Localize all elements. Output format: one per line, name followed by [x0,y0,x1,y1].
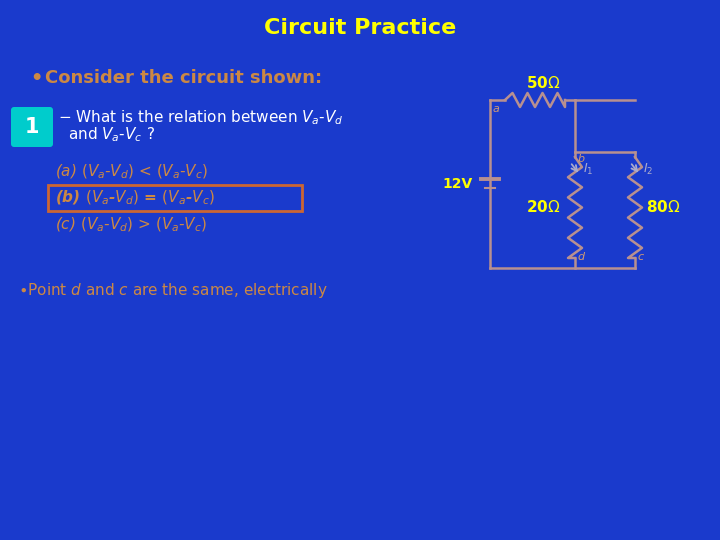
Text: (a) $(V_a$-$V_d)$ < $(V_a$-$V_c)$: (a) $(V_a$-$V_d)$ < $(V_a$-$V_c)$ [55,163,208,181]
Text: $I_2$: $I_2$ [643,161,653,177]
Text: $-$ What is the relation between $V_a$-$V_d$: $-$ What is the relation between $V_a$-$… [58,109,343,127]
Text: •: • [30,69,42,87]
Text: and $V_a$-$V_c$ ?: and $V_a$-$V_c$ ? [68,126,155,144]
Text: (b) $(V_a$-$V_d)$ = $(V_a$-$V_c)$: (b) $(V_a$-$V_d)$ = $(V_a$-$V_c)$ [55,189,215,207]
Text: 1: 1 [24,117,40,137]
Text: 12V: 12V [443,177,473,191]
Text: b: b [578,154,585,164]
Text: 80$\Omega$: 80$\Omega$ [646,199,680,215]
Text: $\bullet$Point $d$ and $c$ are the same, electrically: $\bullet$Point $d$ and $c$ are the same,… [18,280,328,300]
Text: (c) $(V_a$-$V_d)$ > $(V_a$-$V_c)$: (c) $(V_a$-$V_d)$ > $(V_a$-$V_c)$ [55,216,207,234]
Text: Consider the circuit shown:: Consider the circuit shown: [45,69,322,87]
Text: d: d [577,252,584,262]
Text: $I_1$: $I_1$ [583,161,593,177]
Text: Circuit Practice: Circuit Practice [264,18,456,38]
Text: 20$\Omega$: 20$\Omega$ [526,199,560,215]
FancyBboxPatch shape [11,107,53,147]
Text: c: c [637,252,643,262]
Text: a: a [493,104,500,114]
Text: 50$\Omega$: 50$\Omega$ [526,75,560,91]
